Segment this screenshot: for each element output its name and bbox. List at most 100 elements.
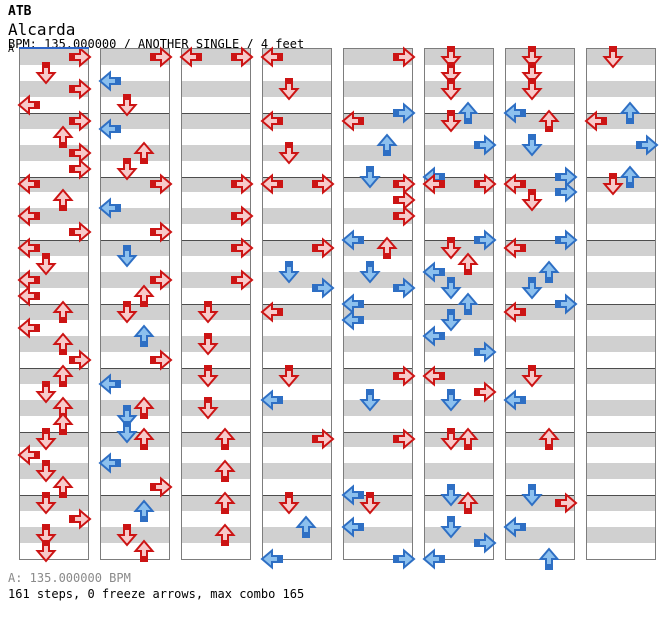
arrow-left-icon <box>97 371 123 397</box>
arrow-right-icon <box>229 203 255 229</box>
arrow-down-icon <box>33 251 59 277</box>
beat-band <box>182 511 250 528</box>
arrow-down-icon <box>276 259 302 285</box>
beat-band <box>587 431 655 448</box>
arrow-down-icon <box>114 243 140 269</box>
measure-separator <box>182 495 250 497</box>
arrow-down-icon <box>33 426 59 452</box>
arrow-right-icon <box>391 546 417 572</box>
beat-band <box>587 240 655 257</box>
arrow-right-icon <box>391 44 417 70</box>
arrow-up-icon <box>212 458 238 484</box>
arrow-down-icon <box>114 403 140 429</box>
measure-separator <box>506 304 574 305</box>
arrow-down-icon <box>519 482 545 508</box>
arrow-left-icon <box>97 68 123 94</box>
arrow-down-icon <box>438 482 464 508</box>
beat-band <box>425 463 493 480</box>
arrow-left-icon <box>16 442 42 468</box>
arrow-down-icon <box>33 379 59 405</box>
arrow-down-icon <box>519 187 545 213</box>
beat-band <box>182 80 250 97</box>
measure-separator <box>506 367 574 369</box>
measure-separator <box>263 495 331 497</box>
beat-band <box>263 351 331 368</box>
beat-band <box>344 128 412 145</box>
arrow-up-icon <box>455 426 481 452</box>
arrow-up-icon <box>455 100 481 126</box>
beat-band <box>506 415 574 432</box>
beat-band <box>101 256 169 273</box>
arrow-left-icon <box>16 203 42 229</box>
measure-separator <box>506 431 574 433</box>
arrow-right-icon <box>391 426 417 452</box>
beat-band <box>344 399 412 416</box>
beat-band <box>263 463 331 480</box>
measure-separator <box>344 495 412 497</box>
arrow-left-icon <box>16 315 42 341</box>
arrow-down-icon <box>33 490 59 516</box>
measure-separator <box>506 112 574 114</box>
arrow-down-icon <box>438 275 464 301</box>
arrow-right-icon <box>553 490 579 516</box>
bpm-marker-label: A <box>8 44 15 55</box>
arrow-up-icon <box>212 426 238 452</box>
arrow-left-icon <box>97 116 123 142</box>
arrow-down-icon <box>114 156 140 182</box>
arrow-left-icon <box>340 514 366 540</box>
measure-separator <box>20 431 88 433</box>
beat-band <box>587 160 655 177</box>
beat-band <box>182 224 250 241</box>
measure-separator <box>182 367 250 369</box>
arrow-down-icon <box>276 140 302 166</box>
beat-band <box>101 495 169 512</box>
beat-band <box>506 527 574 544</box>
arrow-left-icon <box>421 259 447 285</box>
arrow-down-icon <box>357 387 383 413</box>
arrow-down-icon <box>114 299 140 325</box>
beat-band <box>182 383 250 400</box>
beat-band <box>263 64 331 81</box>
measure-separator <box>20 176 88 178</box>
arrow-right-icon <box>229 267 255 293</box>
measure-separator <box>101 176 169 178</box>
beat-band <box>425 208 493 225</box>
arrow-up-icon <box>617 100 643 126</box>
chart-column <box>259 46 335 570</box>
chart-column <box>502 45 578 570</box>
arrow-right-icon <box>67 140 93 166</box>
beat-band <box>506 479 574 496</box>
beat-band <box>344 447 412 464</box>
arrow-up-icon <box>50 363 76 389</box>
measure-separator <box>263 176 331 178</box>
arrow-down-icon <box>357 259 383 285</box>
arrow-right-icon <box>229 235 255 261</box>
arrow-right-icon <box>148 474 174 500</box>
beat-band <box>182 128 250 145</box>
beat-band <box>182 288 250 304</box>
arrow-left-icon <box>583 108 609 134</box>
beat-band <box>101 112 169 129</box>
beat-band <box>587 64 655 81</box>
arrow-up-icon <box>374 132 400 158</box>
arrow-right-icon <box>67 347 93 373</box>
arrow-down-icon <box>438 60 464 86</box>
measure-separator <box>182 431 250 433</box>
beat-band <box>101 415 169 432</box>
beat-band <box>587 96 655 113</box>
beat-band <box>182 192 250 209</box>
beat-band <box>587 351 655 368</box>
beat-band <box>263 479 331 496</box>
beat-band <box>263 192 331 209</box>
measure-separator <box>425 240 493 242</box>
arrow-right-icon <box>553 164 579 190</box>
beat-band <box>101 463 169 480</box>
arrow-down-icon <box>114 92 140 118</box>
arrow-right-icon <box>148 44 174 70</box>
beat-band <box>425 399 493 416</box>
arrow-down-icon <box>195 395 221 421</box>
arrow-down-icon <box>33 538 59 564</box>
arrow-up-icon <box>293 514 319 540</box>
beat-band <box>425 415 493 432</box>
